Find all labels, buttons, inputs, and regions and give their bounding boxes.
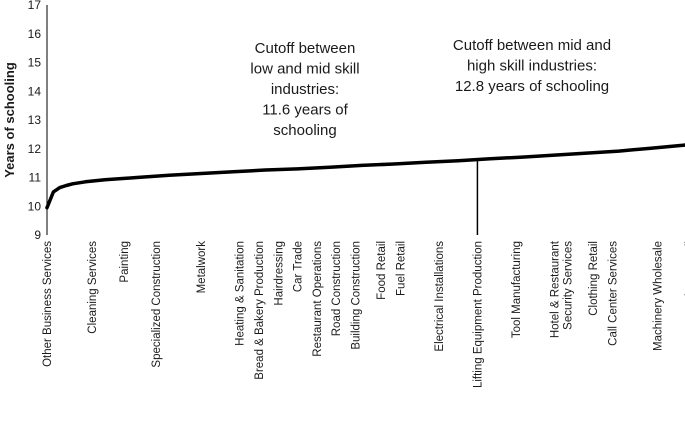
x-category-labels: Other Business Services Cleaning Services… <box>42 240 685 388</box>
x-category-label: Heating & Sanitation <box>235 241 247 346</box>
x-category-label: Tool Manufacturing <box>511 241 523 338</box>
x-category-label: Other Business Services <box>42 241 54 367</box>
x-category-label: Call Center Services <box>607 241 619 346</box>
y-tick-label: 15 <box>28 56 42 70</box>
x-category-label: Restaurant Operations <box>312 241 324 357</box>
cutoff-annotations: Cutoff between low and mid skill industrie… <box>250 37 611 139</box>
cutoff-annotation-1-line: low and mid skill <box>250 61 359 78</box>
y-tick-label: 10 <box>28 199 42 213</box>
series-line-years-of-schooling <box>45 143 685 210</box>
cutoff-annotation-1-line: 11.6 years of <box>262 102 348 119</box>
cutoff-annotation-1-line: schooling <box>273 122 336 139</box>
y-tick-label: 16 <box>28 27 42 41</box>
y-tick-label: 11 <box>29 171 42 185</box>
x-category-label: Cleaning Services <box>87 241 99 334</box>
x-category-label: Hotel & Restaurant <box>550 240 562 338</box>
x-category-label: Road Construction <box>331 241 343 336</box>
x-category-label: Fuel Retail <box>395 241 407 296</box>
cutoff-annotation-2-line: Cutoff between mid and <box>453 37 611 54</box>
x-category-label: Hairdressing <box>273 241 285 306</box>
x-category-label: Clothing Retail <box>588 241 600 316</box>
x-category-label: Metalwork <box>196 241 208 294</box>
y-tick-label: 9 <box>34 228 41 242</box>
x-category-label: Painting <box>119 241 131 283</box>
x-category-label: Security Services <box>562 241 574 330</box>
x-category-label: Food Retail <box>376 241 388 300</box>
x-category-label: Car Trade <box>293 241 305 292</box>
y-tick-label: 12 <box>28 142 42 156</box>
cutoff-annotation-1-line: industries: <box>271 81 339 98</box>
cutoff-annotation-2-line: high skill industries: <box>467 58 597 75</box>
y-tick-label: 13 <box>28 113 42 127</box>
x-category-label: Lifting Equipment Production <box>472 241 484 388</box>
cutoff-lines <box>476 160 479 235</box>
x-category-label: Electrical Installations <box>434 241 446 352</box>
cutoff-annotation-1-line: Cutoff between <box>255 40 356 57</box>
x-category-label: Bread & Bakery Production <box>254 241 266 380</box>
y-tick-labels: 9 10 11 12 13 14 15 16 17 <box>28 0 42 242</box>
x-category-label: Specialized Construction <box>151 241 163 368</box>
cutoff-annotation-2-line: 12.8 years of schooling <box>455 78 609 95</box>
x-category-label: Machinery Wholesale <box>652 241 664 351</box>
x-category-label: Building Construction <box>350 241 362 350</box>
y-tick-label: 17 <box>28 0 42 12</box>
y-axis-title: Years of schooling <box>2 62 17 178</box>
y-tick-label: 14 <box>28 84 42 98</box>
